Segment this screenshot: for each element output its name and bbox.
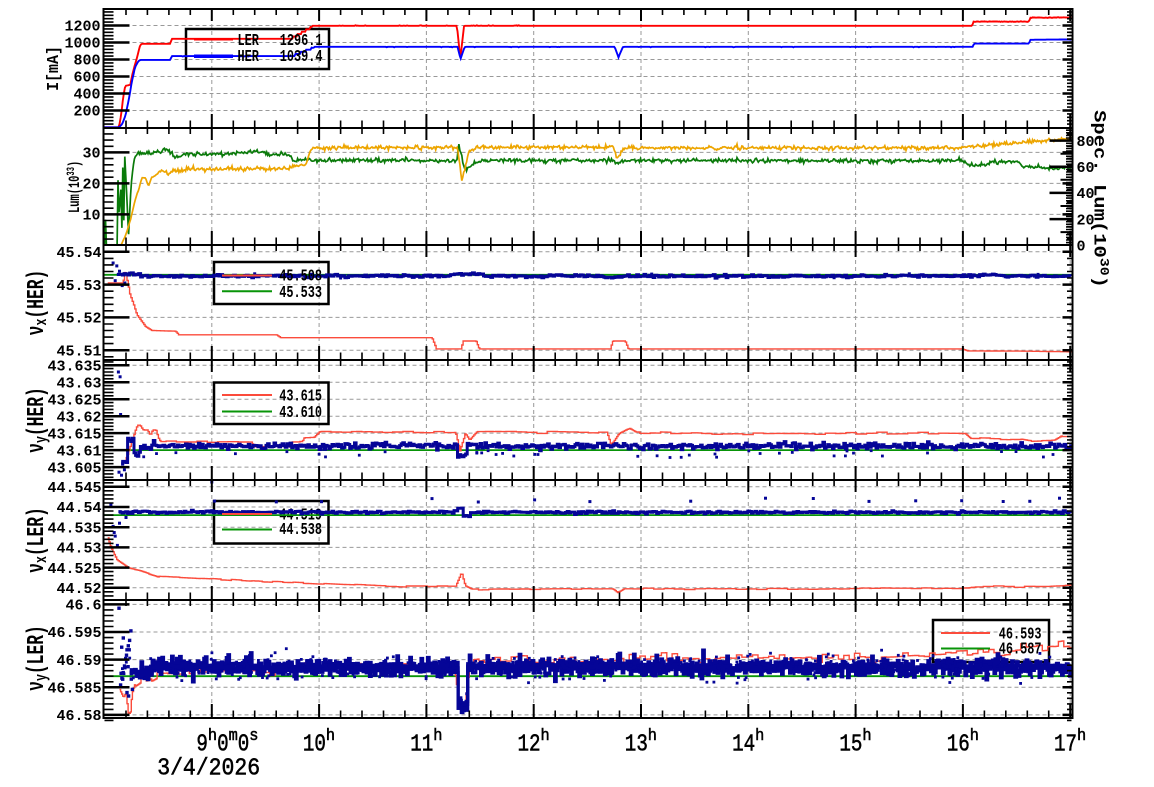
- svg-text:46.587: 46.587: [999, 641, 1042, 660]
- svg-text:0: 0: [238, 731, 250, 759]
- svg-text:s: s: [249, 726, 258, 745]
- svg-text:9: 9: [196, 731, 208, 759]
- svg-text:h: h: [970, 726, 979, 745]
- svg-text:0: 0: [1077, 238, 1086, 255]
- svg-text:44.535: 44.535: [47, 520, 101, 537]
- svg-text:νx(LER): νx(LER): [24, 507, 52, 573]
- svg-text:46.593: 46.593: [999, 626, 1042, 645]
- svg-text:h: h: [541, 726, 550, 745]
- svg-text:h: h: [433, 726, 442, 745]
- svg-text:1000: 1000: [64, 36, 100, 53]
- svg-text:800: 800: [73, 53, 100, 70]
- svg-text:43.610: 43.610: [279, 404, 322, 423]
- svg-text:10: 10: [303, 731, 326, 759]
- svg-text:h: h: [326, 726, 335, 745]
- svg-text:43.61: 43.61: [56, 443, 101, 460]
- svg-text:LER: LER: [238, 32, 260, 51]
- svg-text:1200: 1200: [64, 19, 100, 36]
- svg-text:νy(LER): νy(LER): [24, 625, 52, 691]
- svg-text:m: m: [229, 726, 238, 745]
- svg-text:h: h: [755, 726, 764, 745]
- svg-text:45.508: 45.508: [279, 268, 322, 287]
- svg-text:17: 17: [1054, 731, 1077, 759]
- svg-text:I[mA]: I[mA]: [44, 46, 63, 91]
- svg-text:46.585: 46.585: [47, 681, 101, 698]
- svg-text:43.615: 43.615: [279, 388, 322, 407]
- svg-text:HER: HER: [238, 48, 260, 67]
- svg-text:1296.1: 1296.1: [280, 32, 323, 51]
- svg-text:3/4/2026: 3/4/2026: [157, 754, 260, 781]
- svg-text:30: 30: [82, 146, 100, 163]
- svg-text:14: 14: [732, 731, 755, 759]
- svg-text:10: 10: [82, 208, 100, 225]
- svg-text:46.58: 46.58: [56, 708, 101, 725]
- svg-text:45.52: 45.52: [56, 311, 101, 328]
- svg-text:20: 20: [82, 177, 100, 194]
- svg-text:0: 0: [217, 731, 229, 759]
- svg-text:600: 600: [73, 70, 100, 87]
- svg-text:45.51: 45.51: [56, 343, 101, 360]
- svg-text:45.53: 45.53: [56, 278, 101, 295]
- svg-text:12: 12: [518, 731, 541, 759]
- svg-text:h: h: [208, 726, 217, 745]
- svg-text:16: 16: [947, 731, 970, 759]
- svg-text:43.625: 43.625: [47, 392, 101, 409]
- svg-text:45.533: 45.533: [279, 284, 322, 303]
- svg-text:44.52: 44.52: [56, 581, 101, 598]
- svg-text:46.59: 46.59: [56, 653, 101, 670]
- svg-text:200: 200: [73, 104, 100, 121]
- svg-text:1039.4: 1039.4: [280, 48, 323, 67]
- svg-text:νy(HER): νy(HER): [24, 387, 52, 453]
- svg-text:h: h: [862, 726, 871, 745]
- svg-text:43.63: 43.63: [56, 375, 101, 392]
- svg-text:40: 40: [1077, 186, 1095, 203]
- svg-text:43.635: 43.635: [47, 359, 101, 376]
- svg-text:60: 60: [1077, 160, 1095, 177]
- svg-text:44.545: 44.545: [47, 480, 101, 497]
- svg-text:46.6: 46.6: [65, 598, 101, 615]
- svg-text:45.54: 45.54: [56, 245, 101, 262]
- svg-text:43.605: 43.605: [47, 460, 101, 477]
- svg-text:44.525: 44.525: [47, 561, 101, 578]
- svg-text:h: h: [1077, 726, 1086, 745]
- svg-text:20: 20: [1077, 212, 1095, 229]
- svg-text:43.62: 43.62: [56, 409, 101, 426]
- svg-text:44.53: 44.53: [56, 541, 101, 558]
- svg-text:44.54: 44.54: [56, 500, 101, 517]
- svg-text:44.538: 44.538: [279, 521, 322, 540]
- svg-text:h: h: [648, 726, 657, 745]
- svg-text:13: 13: [625, 731, 648, 759]
- svg-text:80: 80: [1077, 134, 1095, 151]
- svg-text:15: 15: [839, 731, 862, 759]
- svg-text:46.595: 46.595: [47, 625, 101, 642]
- svg-text:400: 400: [73, 87, 100, 104]
- svg-text:Spec. Lum(1030): Spec. Lum(1030): [1089, 110, 1111, 288]
- svg-text:43.615: 43.615: [47, 426, 101, 443]
- svg-text:11: 11: [410, 731, 433, 759]
